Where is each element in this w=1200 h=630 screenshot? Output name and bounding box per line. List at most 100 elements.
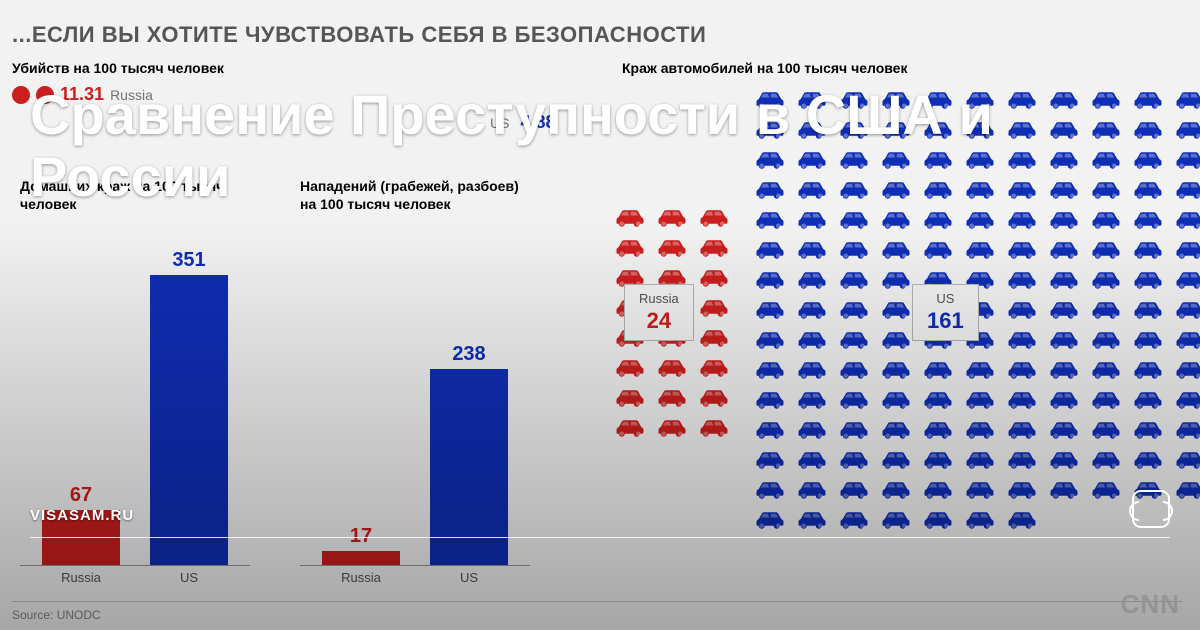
canvas: { "colors":{ "russia":"#d6201f", "us":"#… (0, 0, 1200, 630)
car-icon (836, 88, 872, 110)
car-icon (654, 386, 690, 408)
car-icon (794, 448, 830, 470)
car-icon (836, 508, 872, 530)
car-icon (1046, 448, 1082, 470)
bar-us: 238US (430, 369, 508, 565)
car-icon (1046, 268, 1082, 290)
car-icon (1046, 358, 1082, 380)
car-icon (920, 88, 956, 110)
bar-us: 351US (150, 275, 228, 565)
car-icon (794, 118, 830, 140)
car-badge-us-value: 161 (927, 308, 964, 334)
car-icon (1088, 118, 1124, 140)
car-icon (836, 418, 872, 440)
car-icon (1130, 208, 1166, 230)
car-icon (1172, 448, 1200, 470)
car-icon (1130, 148, 1166, 170)
car-icon (752, 88, 788, 110)
murders-russia-label: Russia (110, 87, 153, 103)
car-icon (794, 268, 830, 290)
bar-value: 238 (430, 343, 508, 366)
car-icon (1004, 418, 1040, 440)
car-icon (1004, 328, 1040, 350)
car-icon (962, 238, 998, 260)
car-icon (1088, 178, 1124, 200)
car-icon (1004, 88, 1040, 110)
car-icon (612, 206, 648, 228)
car-icon (752, 298, 788, 320)
dot-icon (36, 86, 54, 104)
car-icon (878, 238, 914, 260)
car-theft-area: Russia 24 US 161 (612, 88, 1182, 600)
car-icon (1130, 448, 1166, 470)
car-icon (1046, 88, 1082, 110)
chart-burglary-plot: 67Russia 351US (20, 268, 250, 566)
car-icon (920, 358, 956, 380)
murders-us-label: US (490, 115, 509, 131)
car-icon (962, 388, 998, 410)
car-icon (1004, 298, 1040, 320)
car-icon (878, 178, 914, 200)
car-icon (794, 358, 830, 380)
car-icon (654, 416, 690, 438)
bar-russia: 67Russia (42, 510, 120, 565)
car-icon (1172, 238, 1200, 260)
car-icon (696, 326, 732, 348)
car-badge-russia: Russia 24 (624, 284, 694, 341)
car-icon (696, 236, 732, 258)
car-icon (794, 298, 830, 320)
car-icon (1172, 208, 1200, 230)
car-icon (1088, 358, 1124, 380)
car-icon (836, 298, 872, 320)
car-icon (920, 178, 956, 200)
car-icon (654, 356, 690, 378)
car-icon (836, 178, 872, 200)
car-icon (612, 356, 648, 378)
car-icon (612, 236, 648, 258)
car-icon (1004, 388, 1040, 410)
car-icon (878, 478, 914, 500)
car-icon (1088, 328, 1124, 350)
car-icon (836, 148, 872, 170)
car-icon (920, 238, 956, 260)
car-badge-russia-label: Russia (639, 291, 679, 306)
divider (12, 601, 1182, 602)
car-icon (1046, 238, 1082, 260)
car-icon (1172, 478, 1200, 500)
car-icon (1004, 178, 1040, 200)
car-icon (920, 148, 956, 170)
car-icon (752, 328, 788, 350)
car-icon (794, 328, 830, 350)
bar-value: 351 (150, 249, 228, 272)
car-icon (752, 478, 788, 500)
car-icon (836, 478, 872, 500)
car-icon (920, 478, 956, 500)
car-icon (836, 208, 872, 230)
car-icon (920, 418, 956, 440)
car-icon (1130, 418, 1166, 440)
murders-us-legend: US 4.88 (490, 112, 556, 133)
car-icon (878, 388, 914, 410)
car-icon (878, 88, 914, 110)
car-icon (1004, 148, 1040, 170)
car-icon (1172, 418, 1200, 440)
bar-value: 67 (42, 484, 120, 507)
car-icon (1088, 388, 1124, 410)
car-icon (696, 386, 732, 408)
car-icon (696, 356, 732, 378)
bar-fill (150, 275, 228, 565)
chart-assault-title: Нападений (грабежей, разбоев) на 100 тыс… (300, 178, 530, 213)
car-icon (1172, 88, 1200, 110)
car-icon (836, 328, 872, 350)
car-icon (794, 88, 830, 110)
car-icon (752, 178, 788, 200)
car-icon (836, 118, 872, 140)
car-icon (1004, 268, 1040, 290)
car-icon (1046, 418, 1082, 440)
car-icon (920, 118, 956, 140)
car-icon (920, 388, 956, 410)
car-icon (1088, 268, 1124, 290)
car-icon (1004, 448, 1040, 470)
chart-assault: Нападений (грабежей, разбоев) на 100 тыс… (300, 178, 530, 588)
car-icon (836, 388, 872, 410)
